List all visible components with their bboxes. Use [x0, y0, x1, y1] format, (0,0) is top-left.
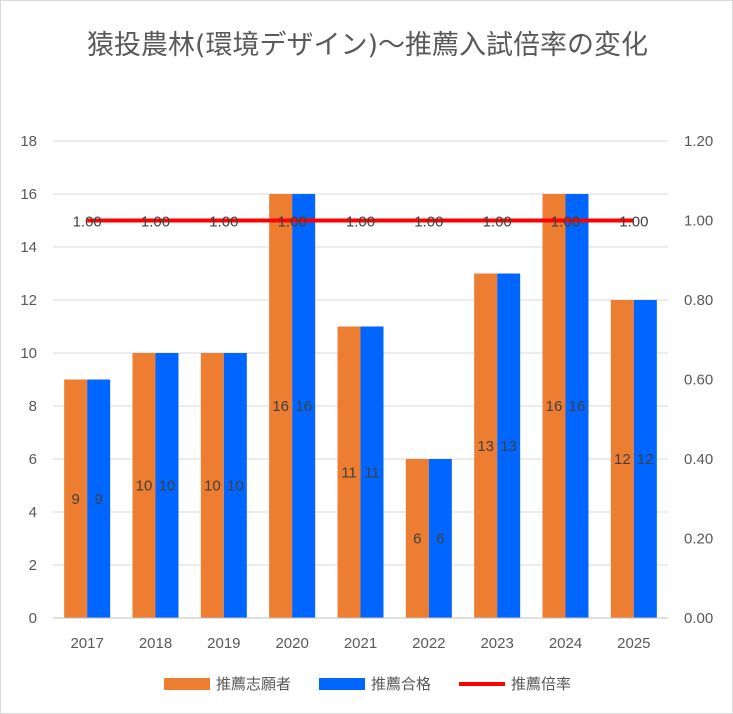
y-tick-label: 6	[29, 451, 37, 468]
bar	[64, 379, 88, 618]
bar-data-label: 16	[295, 398, 312, 415]
x-tick-label: 2024	[549, 635, 582, 652]
bar	[428, 459, 452, 618]
legend-swatch	[459, 681, 505, 686]
bar-data-label: 13	[477, 438, 494, 455]
bar	[474, 273, 498, 618]
bar-data-label: 11	[364, 464, 380, 481]
ratio-data-label: 1.00	[209, 214, 238, 231]
bar	[633, 300, 657, 618]
ratio-data-label: 1.00	[619, 214, 648, 231]
chart-title: 猿投農林(環境デザイン)～推薦入試倍率の変化	[86, 30, 649, 61]
bar-data-label: 13	[500, 438, 517, 455]
bar-data-label: 10	[136, 478, 153, 495]
x-tick-label: 2025	[617, 635, 650, 652]
legend-item-ratio: 推薦倍率	[459, 673, 571, 694]
ratio-data-label: 1.00	[73, 214, 102, 231]
ratio-data-label: 1.00	[414, 214, 443, 231]
bar	[200, 353, 224, 618]
bar-data-label: 9	[94, 491, 102, 508]
y2-tick-label: 1.20	[684, 133, 713, 150]
bar-data-label: 10	[159, 478, 176, 495]
x-tick-label: 2021	[344, 635, 377, 652]
bar	[269, 194, 293, 618]
y-tick-label: 16	[20, 186, 37, 203]
legend-swatch	[318, 677, 365, 690]
y-tick-label: 12	[20, 292, 37, 309]
bar	[360, 326, 384, 618]
y2-tick-label: 0.80	[684, 292, 713, 309]
x-tick-label: 2022	[412, 635, 445, 652]
bar-data-label: 12	[637, 451, 654, 468]
bar-data-label: 16	[272, 398, 289, 415]
bar	[337, 326, 361, 618]
y2-tick-label: 1.00	[684, 213, 713, 230]
bar	[497, 273, 521, 618]
x-tick-label: 2017	[70, 635, 103, 652]
y-tick-label: 10	[20, 345, 37, 362]
bar-data-label: 6	[436, 531, 444, 548]
legend-swatch	[163, 677, 210, 690]
x-tick-label: 2019	[207, 635, 240, 652]
y-tick-label: 2	[29, 557, 37, 574]
y2-tick-label: 0.20	[684, 531, 713, 548]
bar-data-label: 16	[546, 398, 563, 415]
bar-data-label: 10	[227, 478, 244, 495]
ratio-data-label: 1.00	[346, 214, 375, 231]
x-tick-label: 2023	[480, 635, 513, 652]
y-tick-label: 4	[29, 504, 37, 521]
ratio-data-label: 1.00	[483, 214, 512, 231]
bar	[223, 353, 247, 618]
x-tick-label: 2018	[139, 635, 172, 652]
bar	[405, 459, 429, 618]
ratio-data-label: 1.00	[278, 214, 307, 231]
bar-data-label: 10	[204, 478, 221, 495]
legend-label: 推薦志願者	[215, 675, 291, 693]
y-tick-label: 0	[29, 610, 37, 627]
bar	[542, 194, 566, 618]
bar	[87, 379, 111, 618]
ratio-data-label: 1.00	[551, 214, 580, 231]
y2-tick-label: 0.40	[684, 451, 713, 468]
bar-data-label: 12	[614, 451, 631, 468]
bar-data-label: 11	[341, 464, 357, 481]
y-tick-label: 14	[20, 239, 37, 256]
ratio-data-label: 1.00	[141, 214, 170, 231]
y2-tick-label: 0.00	[684, 610, 713, 627]
bar-data-label: 6	[413, 531, 421, 548]
legend-label: 推薦倍率	[511, 675, 572, 693]
legend-item-applicants: 推薦志願者	[163, 673, 291, 694]
bar-data-label: 16	[569, 398, 586, 415]
bar	[292, 194, 316, 618]
y-tick-label: 8	[29, 398, 37, 415]
bar	[610, 300, 634, 618]
y2-tick-label: 0.60	[684, 372, 713, 389]
y-tick-label: 18	[20, 133, 37, 150]
legend: 推薦志願者 推薦合格 推薦倍率	[1, 673, 732, 694]
legend-item-passed: 推薦合格	[318, 673, 431, 694]
legend-label: 推薦合格	[370, 675, 431, 693]
bar	[132, 353, 156, 618]
bar-data-label: 9	[71, 491, 79, 508]
bar	[565, 194, 589, 618]
x-tick-label: 2020	[275, 635, 308, 652]
bar	[155, 353, 179, 618]
